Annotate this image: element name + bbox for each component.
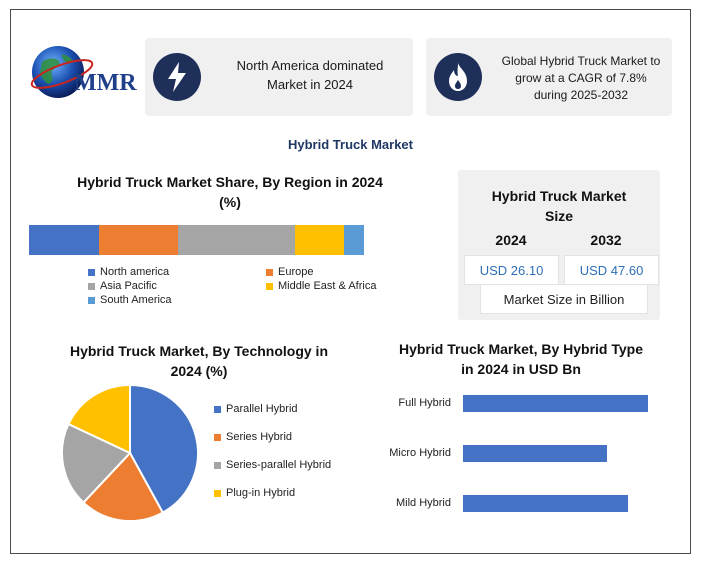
mmr-logo — [28, 40, 148, 104]
pie-slice-series-parallel-hybrid — [61, 422, 132, 504]
bar-full-hybrid — [463, 395, 649, 412]
globe-icon — [30, 46, 94, 98]
highlight-text-2: Global Hybrid Truck Market to grow at a … — [501, 54, 661, 102]
year-2032-label: 2032 — [590, 232, 622, 248]
flame-icon — [434, 53, 482, 101]
region-legend-item: Middle East & Africa — [266, 280, 376, 292]
value-2024: USD 26.10 — [464, 255, 559, 285]
legend-label: North america — [100, 266, 170, 278]
technology-pie-chart — [61, 383, 199, 522]
region-chart-title: Hybrid Truck Market Share, By Region in … — [77, 174, 383, 210]
market-size-caption: Market Size in Billion — [480, 284, 648, 314]
legend-label: Asia Pacific — [100, 280, 157, 292]
legend-label: Series Hybrid — [226, 431, 293, 443]
logo-text: MMR — [74, 70, 137, 96]
legend-swatch — [214, 489, 221, 497]
year-2024-label: 2024 — [495, 232, 527, 248]
bar-category-label: Mild Hybrid — [395, 497, 451, 509]
region-segment-north-america — [29, 225, 100, 255]
legend-swatch — [88, 282, 95, 290]
legend-swatch — [214, 433, 221, 441]
legend-swatch — [88, 296, 95, 304]
hybrid-type-chart-title: Hybrid Truck Market, By Hybrid Type in 2… — [398, 341, 644, 377]
pie-slice-series-hybrid — [82, 451, 165, 522]
main-title: Hybrid Truck Market — [288, 137, 413, 152]
region-legend-item: Asia Pacific — [88, 280, 157, 292]
technology-legend-item: Parallel Hybrid — [214, 403, 298, 415]
bar-micro-hybrid — [463, 445, 608, 462]
region-segment-europe — [99, 225, 179, 255]
bar-category-label: Full Hybrid — [398, 397, 451, 409]
bar-category-label: Micro Hybrid — [389, 447, 451, 459]
technology-legend-item: Series-parallel Hybrid — [214, 459, 331, 471]
highlight-card-north-america: North America dominated Market in 2024 — [145, 38, 413, 116]
legend-label: Middle East & Africa — [278, 280, 377, 292]
highlight-text-1: North America dominated Market in 2024 — [236, 58, 384, 92]
bar-mild-hybrid — [463, 495, 628, 512]
technology-legend-item: Series Hybrid — [214, 431, 292, 443]
region-segment-middle-east-africa — [295, 225, 344, 255]
legend-label: South America — [100, 294, 172, 306]
region-legend-item: South America — [88, 294, 172, 306]
legend-label: Parallel Hybrid — [226, 403, 298, 415]
legend-swatch — [214, 405, 221, 413]
region-legend-item: North america — [88, 266, 169, 278]
pie-slice-plug-in-hybrid — [67, 383, 131, 455]
legend-swatch — [88, 268, 95, 276]
highlight-card-cagr: Global Hybrid Truck Market to grow at a … — [426, 38, 672, 116]
infographic-frame — [10, 9, 691, 554]
technology-chart-title: Hybrid Truck Market, By Technology in 20… — [69, 343, 328, 379]
technology-legend-item: Plug-in Hybrid — [214, 487, 295, 499]
region-legend-item: Europe — [266, 266, 313, 278]
value-2032: USD 47.60 — [564, 255, 659, 285]
region-segment-asia-pacific — [178, 225, 296, 255]
legend-label: Europe — [278, 266, 314, 278]
legend-label: Plug-in Hybrid — [226, 487, 296, 499]
legend-swatch — [214, 461, 221, 469]
market-size-panel: Hybrid Truck Market Size 2024 2032 USD 2… — [458, 170, 660, 320]
market-size-title: Hybrid Truck Market Size — [491, 188, 627, 224]
pie-slice-parallel-hybrid — [129, 383, 199, 514]
legend-swatch — [266, 282, 273, 290]
legend-swatch — [266, 268, 273, 276]
lightning-icon — [153, 53, 201, 101]
region-segment-south-america — [343, 225, 364, 255]
legend-label: Series-parallel Hybrid — [226, 459, 332, 471]
